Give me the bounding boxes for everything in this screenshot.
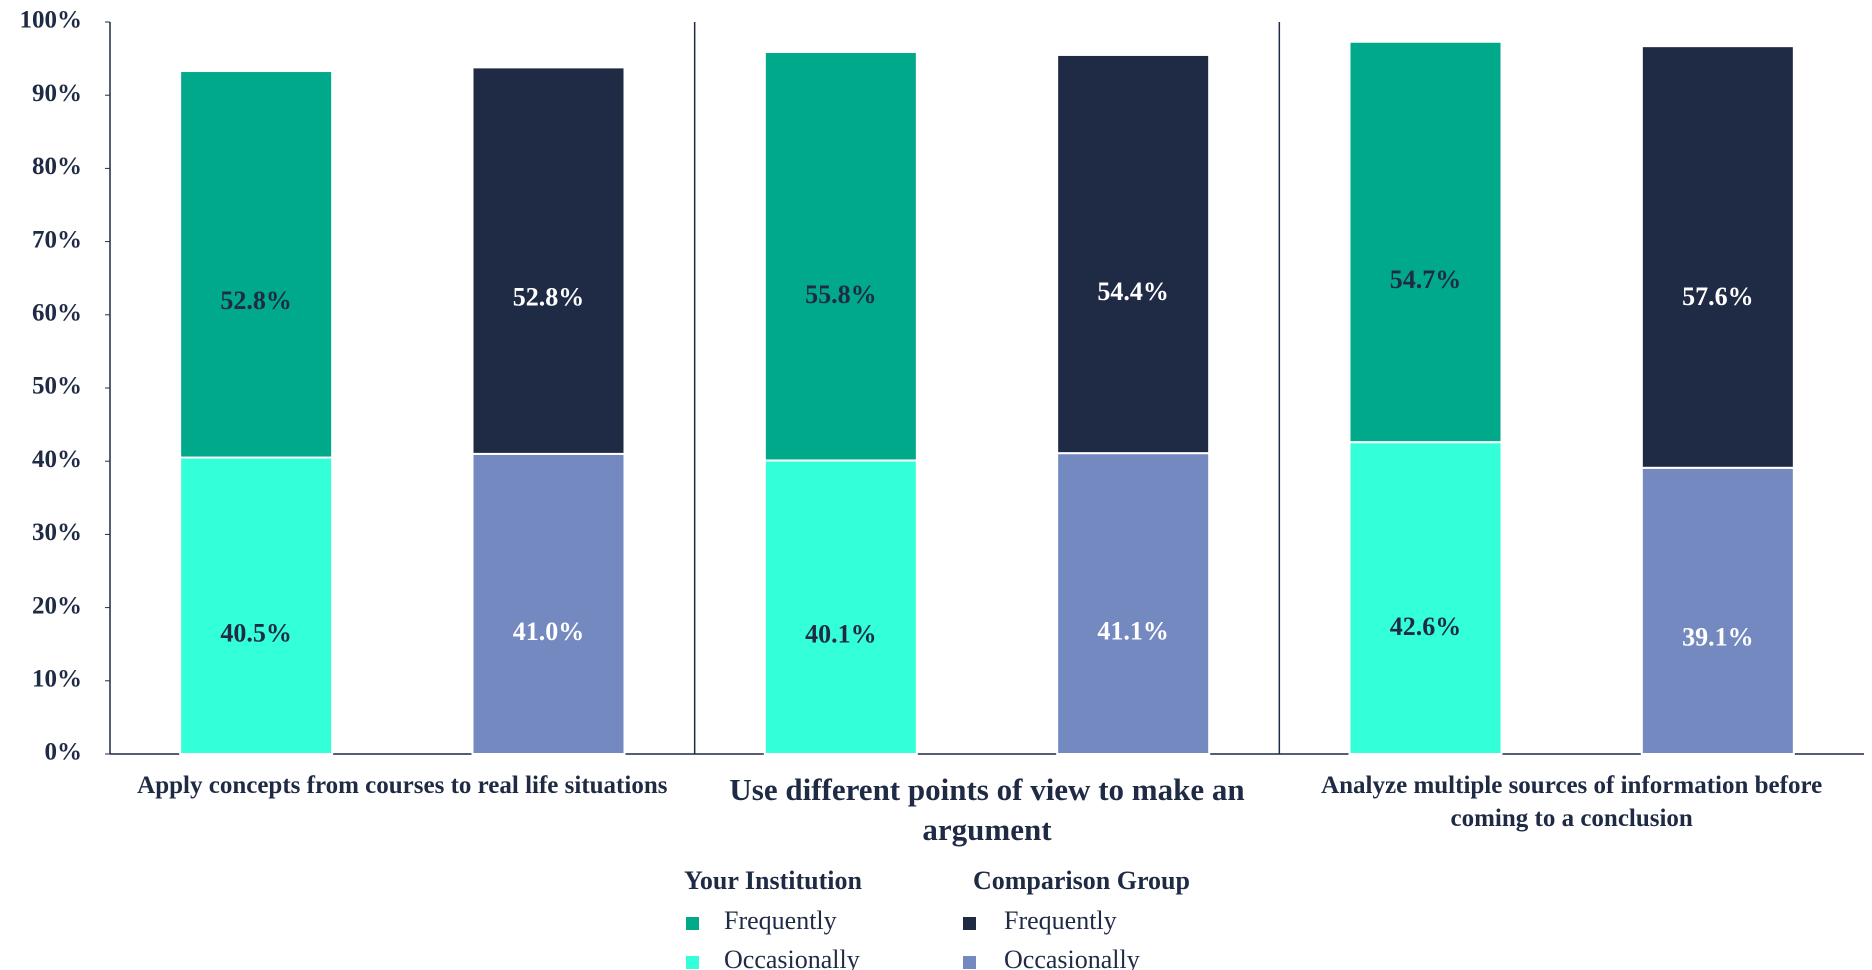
legend-label: Frequently xyxy=(1004,906,1117,935)
value-label: 52.8% xyxy=(220,286,292,315)
legend-group-title: Comparison Group xyxy=(973,866,1190,895)
value-label: 42.6% xyxy=(1390,612,1462,641)
legend-swatch xyxy=(963,917,976,930)
value-label: 55.8% xyxy=(805,280,877,309)
bar-segment xyxy=(1640,466,1795,755)
bar-segment xyxy=(179,456,334,755)
y-tick-label: 100% xyxy=(20,7,83,34)
value-label: 57.6% xyxy=(1682,282,1754,311)
bar-segment xyxy=(763,51,918,462)
x-tick-label: Use different points of view to make an … xyxy=(729,772,1245,848)
y-tick-label: 30% xyxy=(32,519,82,546)
bar-segment xyxy=(1056,53,1211,455)
y-tick-label: 80% xyxy=(32,153,82,180)
value-label: 40.5% xyxy=(220,618,292,647)
value-label: 54.7% xyxy=(1390,265,1462,294)
x-tick-label: Apply concepts from courses to real life… xyxy=(137,772,668,799)
bar-segment xyxy=(763,459,918,755)
value-label: 40.1% xyxy=(805,620,877,649)
y-tick-label: 70% xyxy=(32,226,82,253)
y-tick-label: 40% xyxy=(32,446,82,473)
bar-segment xyxy=(471,452,626,755)
y-tick-label: 20% xyxy=(32,592,82,619)
bar-segment xyxy=(1056,452,1211,755)
bar-segment xyxy=(1348,40,1503,444)
legend-label: Occasionally xyxy=(1004,945,1140,970)
value-label: 41.0% xyxy=(513,617,585,646)
y-tick-label: 90% xyxy=(32,80,82,107)
value-label: 52.8% xyxy=(513,282,585,311)
legend-group-title: Your Institution xyxy=(684,866,862,895)
legend-label: Occasionally xyxy=(724,945,860,970)
bar-segment xyxy=(1640,45,1795,469)
legend-swatch xyxy=(686,917,699,930)
y-tick-label: 10% xyxy=(32,666,82,693)
bar-segment xyxy=(1348,441,1503,755)
value-label: 41.1% xyxy=(1097,617,1169,646)
y-tick-label: 0% xyxy=(45,739,83,766)
legend-swatch xyxy=(963,956,976,969)
legend-swatch xyxy=(686,956,699,969)
value-label: 39.1% xyxy=(1682,622,1754,651)
y-tick-label: 60% xyxy=(32,300,82,327)
x-tick-label: Analyze multiple sources of information … xyxy=(1321,772,1823,832)
bar-segment xyxy=(471,66,626,455)
bar-segment xyxy=(179,70,334,459)
value-label: 54.4% xyxy=(1097,277,1169,306)
legend-label: Frequently xyxy=(724,906,837,935)
y-tick-label: 50% xyxy=(32,373,82,400)
